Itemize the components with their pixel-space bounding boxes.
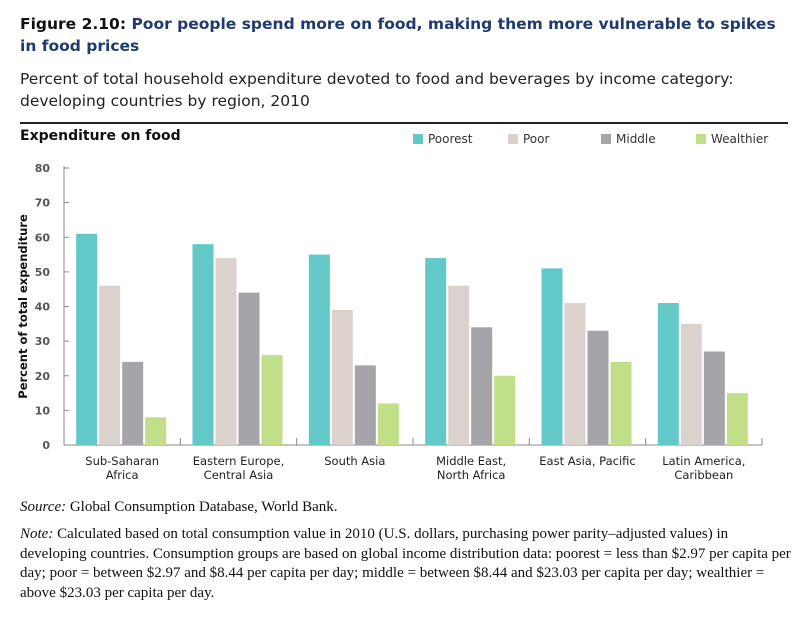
bar-wealthier [726, 393, 748, 445]
category-label: Central Asia [204, 468, 274, 482]
category-label: Sub-Saharan [85, 454, 159, 468]
category-label: South Asia [324, 454, 385, 468]
panel-title: Expenditure on food [20, 128, 181, 144]
category-label: East Asia, Pacific [539, 454, 635, 468]
bar-wealthier [377, 403, 399, 445]
bar-poor [680, 323, 702, 445]
y-axis-title: Percent of total expenditure [16, 214, 30, 399]
category-label: Middle East, [436, 454, 506, 468]
note-text: Calculated based on total consumption va… [20, 526, 791, 601]
legend-item-poor: Poor [508, 132, 549, 146]
bar-poorest [541, 268, 563, 445]
bar-poor [331, 309, 353, 445]
bar-poorest [76, 233, 98, 445]
y-tick-label: 70 [35, 197, 51, 210]
y-tick-label: 50 [35, 266, 51, 279]
figure-title-text: Poor people spend more on food, making t… [20, 15, 776, 55]
y-tick-label: 0 [42, 439, 50, 452]
y-tick-label: 80 [35, 162, 51, 175]
legend-label: Poor [523, 132, 550, 146]
bar-middle [354, 365, 376, 445]
header-rule [20, 122, 788, 124]
category-label: Eastern Europe, [193, 454, 284, 468]
note-label: Note: [20, 526, 54, 542]
source-text: Global Consumption Database, World Bank. [66, 499, 338, 515]
bar-middle [703, 351, 725, 445]
legend-item-middle: Middle [601, 132, 656, 146]
y-tick-label: 40 [35, 301, 51, 314]
bar-poor [448, 285, 470, 445]
source-note: Source: Global Consumption Database, Wor… [20, 497, 790, 517]
bar-poorest [192, 244, 214, 445]
category-label: Africa [106, 468, 139, 482]
bar-middle [122, 361, 144, 445]
legend-swatch [696, 134, 706, 144]
category-label: Latin America, [662, 454, 745, 468]
figure-label: Figure 2.10: [20, 15, 127, 33]
bar-wealthier [494, 375, 516, 445]
legend-label: Wealthier [711, 132, 769, 146]
figure-title: Figure 2.10: Poor people spend more on f… [20, 13, 790, 57]
y-tick-label: 60 [35, 231, 51, 244]
legend-swatch [508, 134, 518, 144]
category-label: North Africa [437, 468, 506, 482]
bar-middle [238, 292, 260, 445]
bar-poorest [425, 258, 447, 445]
legend-swatch [601, 134, 611, 144]
legend-label: Middle [616, 132, 656, 146]
bar-wealthier [610, 361, 632, 445]
bar-wealthier [261, 354, 283, 445]
y-tick-label: 30 [35, 335, 51, 348]
bar-poor [564, 303, 586, 445]
bar-poorest [657, 303, 679, 445]
figure-subtitle: Percent of total household expenditure d… [20, 70, 734, 110]
bar-poor [99, 285, 121, 445]
legend-label: Poorest [428, 132, 473, 146]
legend-item-wealthier: Wealthier [696, 132, 768, 146]
bar-poorest [308, 254, 330, 445]
bar-wealthier [145, 417, 167, 445]
bar-poor [215, 258, 237, 445]
bar-middle [471, 327, 493, 445]
legend-swatch [413, 134, 423, 144]
bar-chart: 0 10 20 30 40 50 60 70 80 Percent of total expend… [16, 162, 763, 482]
method-note: Note: Calculated based on total consumpt… [20, 525, 795, 603]
source-label: Source: [20, 499, 67, 515]
y-tick-label: 10 [35, 404, 51, 417]
bar-middle [587, 330, 609, 445]
y-tick-label: 20 [35, 370, 51, 383]
legend-item-poorest: Poorest [413, 132, 473, 146]
category-label: Caribbean [674, 468, 733, 482]
